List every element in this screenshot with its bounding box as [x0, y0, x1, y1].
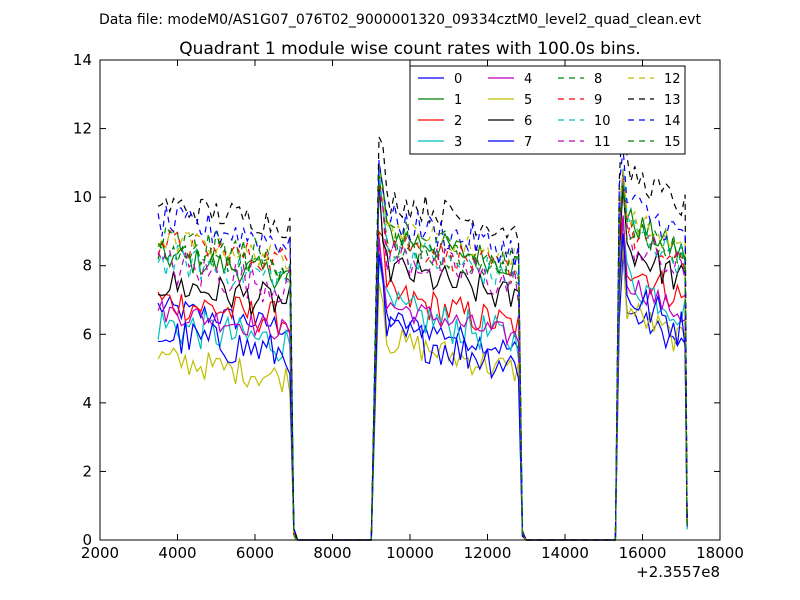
y-tick-label: 12	[73, 120, 92, 138]
x-tick-label: 18000	[696, 544, 744, 562]
x-tick-label: 8000	[313, 544, 351, 562]
x-tick-label: 12000	[464, 544, 512, 562]
x-axis: 2000 4000 6000 8000 10000 12000 14000 16000 1800…	[81, 60, 744, 562]
y-tick-label: 6	[82, 325, 92, 343]
series-line-4	[157, 215, 688, 541]
plot-lines	[157, 103, 688, 541]
legend-label-9: 9	[594, 93, 602, 108]
x-tick-label: 6000	[236, 544, 274, 562]
series-line-13	[157, 103, 688, 541]
legend-label-3: 3	[454, 135, 462, 150]
series-line-14	[157, 148, 688, 541]
y-tick-label: 4	[82, 394, 92, 412]
legend-label-5: 5	[524, 93, 532, 108]
series-line-7	[158, 233, 688, 541]
y-tick-label: 2	[82, 462, 92, 480]
series-line-2	[157, 215, 688, 541]
legend-label-0: 0	[454, 72, 462, 87]
x-tick-label: 2000	[81, 544, 119, 562]
legend-label-13: 13	[664, 93, 681, 108]
legend-label-1: 1	[454, 93, 462, 108]
legend-label-8: 8	[594, 72, 602, 87]
legend-label-7: 7	[524, 135, 532, 150]
x-tick-label: 10000	[386, 544, 434, 562]
legend-label-6: 6	[524, 114, 532, 129]
series-line-0	[157, 237, 688, 541]
legend-label-4: 4	[524, 72, 532, 87]
series-line-15	[157, 175, 688, 541]
legend-label-15: 15	[664, 135, 681, 150]
x-tick-label: 16000	[619, 544, 667, 562]
data-file-label: Data file: modeM0/AS1G07_076T02_90000013…	[99, 12, 701, 28]
x-tick-label: 4000	[158, 544, 196, 562]
legend-label-12: 12	[664, 72, 681, 87]
legend-label-10: 10	[594, 114, 611, 129]
legend-label-14: 14	[664, 114, 681, 129]
x-axis-offset-label: +2.3557e8	[636, 563, 720, 581]
legend-label-2: 2	[454, 114, 462, 129]
y-tick-label: 10	[73, 188, 92, 206]
chart-title: Quadrant 1 module wise count rates with …	[179, 39, 640, 59]
y-tick-label: 14	[73, 51, 92, 69]
x-tick-label: 14000	[541, 544, 589, 562]
legend-box	[409, 65, 686, 155]
y-tick-label: 8	[82, 257, 92, 275]
y-tick-label: 0	[82, 531, 92, 549]
legend-label-11: 11	[594, 135, 611, 150]
